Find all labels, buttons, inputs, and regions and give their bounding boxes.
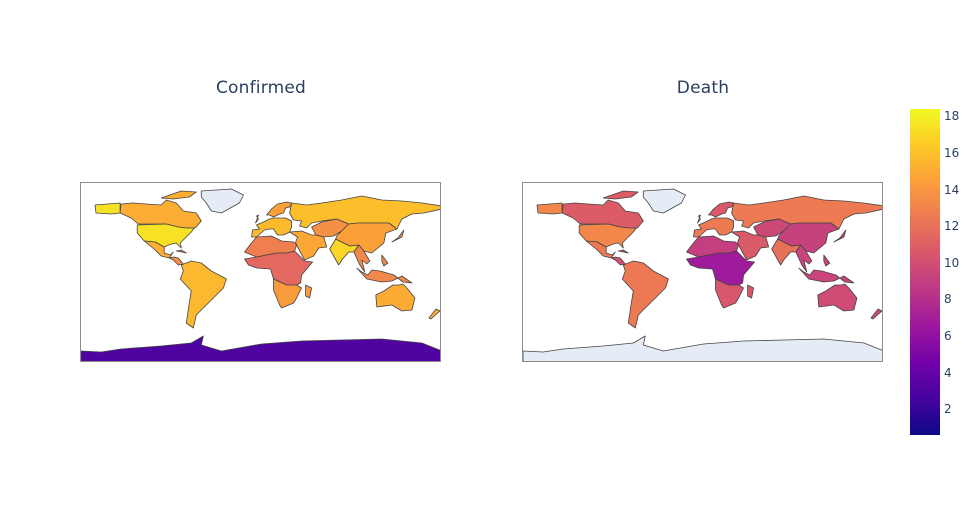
confirmed-map-title: Confirmed <box>215 78 307 98</box>
country-region[interactable] <box>536 202 563 215</box>
death-map-canvas <box>523 188 883 362</box>
country-region[interactable] <box>715 278 745 309</box>
country-region[interactable] <box>289 230 328 261</box>
country-region[interactable] <box>81 335 441 362</box>
country-region[interactable] <box>693 217 735 238</box>
country-region[interactable] <box>795 244 813 273</box>
country-region[interactable] <box>602 190 639 200</box>
country-region[interactable] <box>168 256 184 266</box>
country-region[interactable] <box>381 254 389 267</box>
country-region[interactable] <box>200 188 244 214</box>
country-region[interactable] <box>585 240 616 259</box>
confirmed-choropleth-map[interactable] <box>80 182 441 362</box>
colorbar-tick-label: 12 <box>944 219 960 234</box>
country-region[interactable] <box>777 222 840 254</box>
country-region[interactable] <box>817 283 858 312</box>
colorbar-tick-label: 14 <box>944 182 960 197</box>
country-region[interactable] <box>335 222 398 254</box>
country-region[interactable] <box>94 202 121 215</box>
country-region[interactable] <box>833 229 847 243</box>
country-region[interactable] <box>375 283 416 312</box>
country-region[interactable] <box>870 308 882 320</box>
country-region[interactable] <box>179 260 227 329</box>
country-region[interactable] <box>798 267 855 284</box>
country-region[interactable] <box>175 249 187 254</box>
colorbar-tick-label: 4 <box>944 365 952 380</box>
country-region[interactable] <box>251 217 293 238</box>
country-region[interactable] <box>428 308 440 320</box>
colorbar-tick-label: 10 <box>944 255 960 270</box>
country-region[interactable] <box>686 250 756 286</box>
country-region[interactable] <box>617 249 629 254</box>
country-region[interactable] <box>610 256 626 266</box>
country-region[interactable] <box>697 214 701 224</box>
death-choropleth-map[interactable] <box>522 182 883 362</box>
country-region[interactable] <box>747 284 755 299</box>
country-region[interactable] <box>523 335 883 362</box>
country-region[interactable] <box>731 230 770 261</box>
colorbar-tick-label: 16 <box>944 145 960 160</box>
country-region[interactable] <box>160 190 197 200</box>
colorscale-bar <box>910 109 940 435</box>
colorbar-tick-label: 8 <box>944 292 952 307</box>
colorbar-tick-label: 6 <box>944 329 952 344</box>
country-region[interactable] <box>353 244 371 273</box>
country-region[interactable] <box>119 199 202 229</box>
country-region[interactable] <box>823 254 831 267</box>
country-region[interactable] <box>708 201 735 218</box>
colorbar-tick-label: 2 <box>944 402 952 417</box>
death-map-title: Death <box>676 78 730 98</box>
country-region[interactable] <box>642 188 686 214</box>
confirmed-map-canvas <box>81 188 441 362</box>
country-region[interactable] <box>305 284 313 299</box>
country-region[interactable] <box>561 199 644 229</box>
country-region[interactable] <box>621 260 669 329</box>
country-region[interactable] <box>143 240 174 259</box>
country-region[interactable] <box>273 278 303 309</box>
colorbar-tick-label: 18 <box>944 109 960 124</box>
country-region[interactable] <box>391 229 405 243</box>
country-region[interactable] <box>356 267 413 284</box>
country-region[interactable] <box>244 250 314 286</box>
country-region[interactable] <box>136 223 195 249</box>
country-region[interactable] <box>578 223 637 249</box>
country-region[interactable] <box>255 214 259 224</box>
country-region[interactable] <box>266 201 293 218</box>
